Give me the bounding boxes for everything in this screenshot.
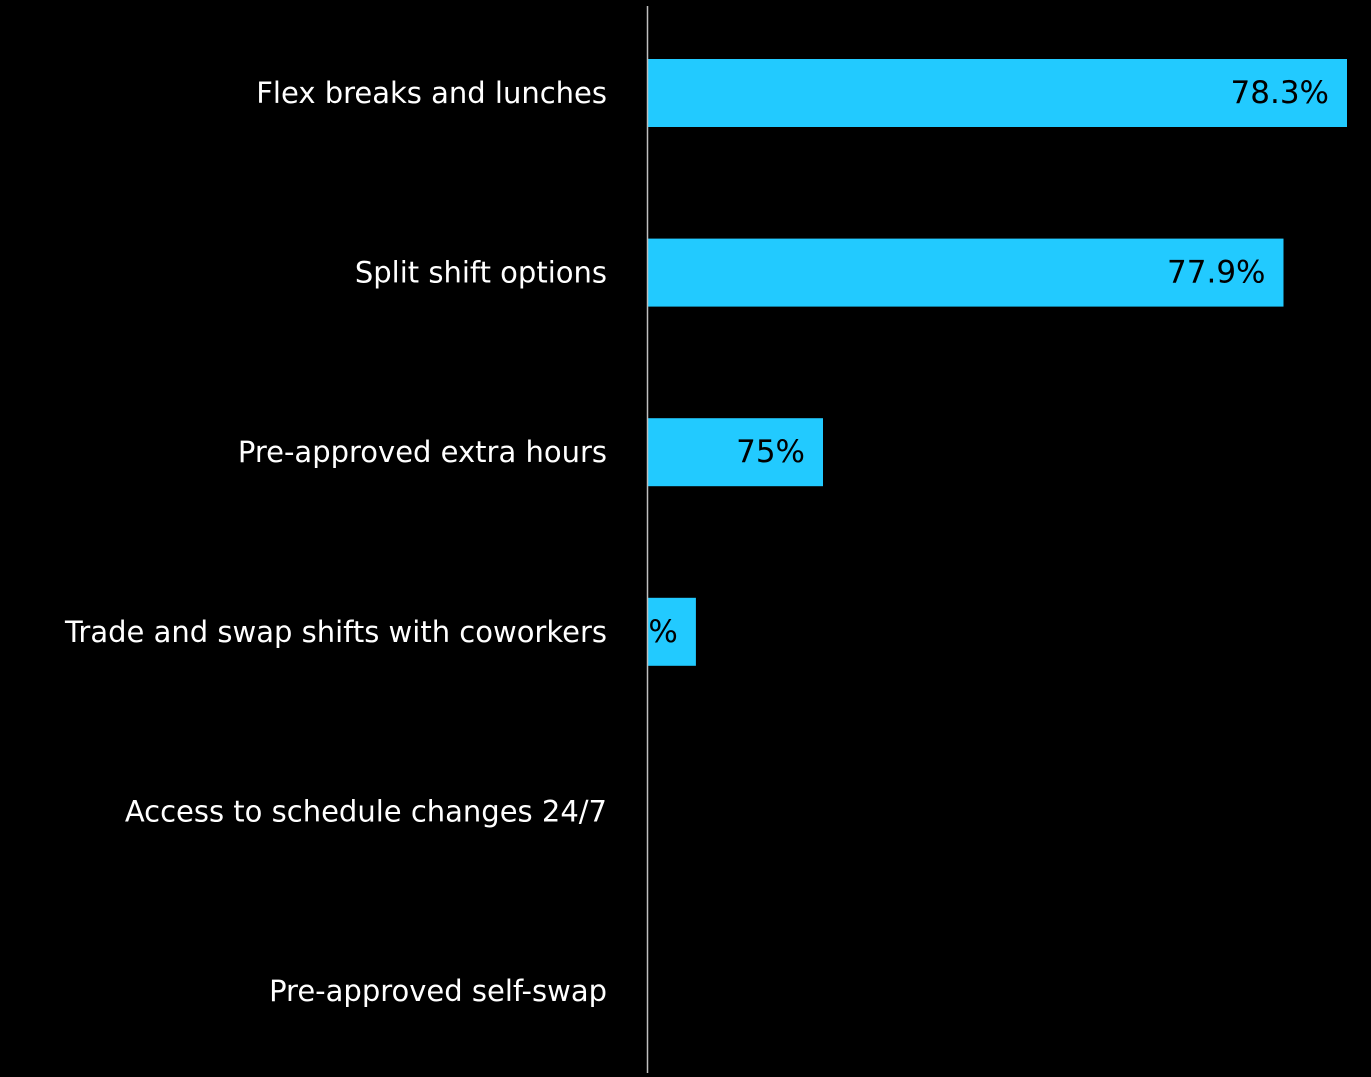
bar-value-label: 78.3% — [1231, 75, 1329, 111]
bar-value-label: 75% — [736, 434, 805, 470]
category-labels-layer: Flex breaks and lunches Split shift optio… — [64, 76, 607, 1008]
category-label: Trade and swap shifts with coworkers — [64, 615, 607, 649]
bar — [647, 418, 823, 487]
bar — [647, 59, 1347, 127]
bar-value-label: 73.5% — [468, 793, 566, 829]
bar-value-label: 77.9% — [1167, 255, 1265, 291]
category-label: Pre-approved self-swap — [269, 974, 607, 1008]
category-label: Split shift options — [355, 256, 607, 290]
bar — [647, 597, 696, 666]
bar-value-label: 71% — [101, 973, 170, 1009]
category-label: Pre-approved extra hours — [238, 435, 607, 469]
bar-value-label: 74.2% — [579, 614, 677, 650]
bars-layer — [647, 59, 1347, 666]
category-label: Access to schedule changes 24/7 — [125, 794, 607, 828]
category-label: Flex breaks and lunches — [256, 76, 607, 110]
bar — [647, 238, 1284, 307]
value-labels-layer: 78.3% 77.9% 75% 74.2% 73.5% 71% — [101, 75, 1329, 1009]
